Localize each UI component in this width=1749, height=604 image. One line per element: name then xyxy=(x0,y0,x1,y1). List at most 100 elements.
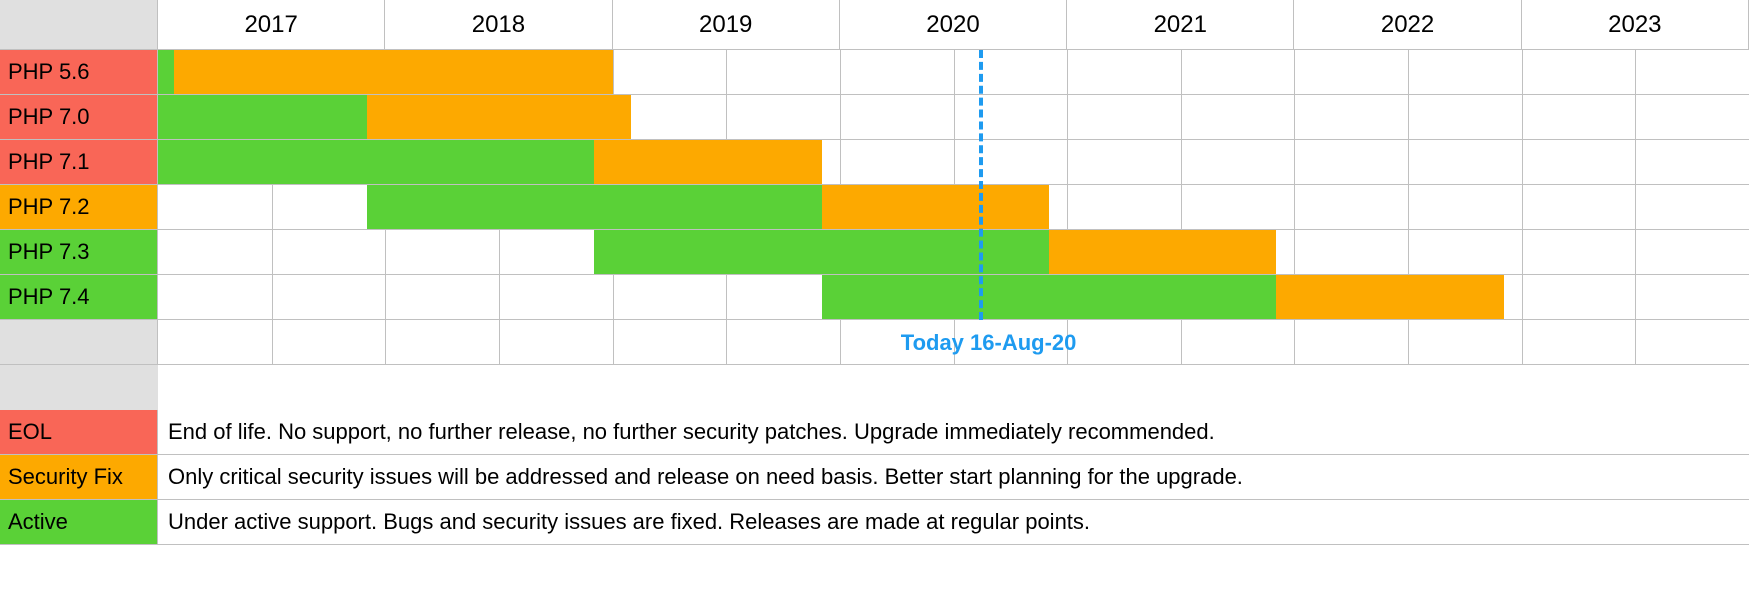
gridline xyxy=(1067,95,1068,139)
bar-segment-active xyxy=(158,95,367,139)
year-header-2019: 2019 xyxy=(613,0,840,49)
gridline xyxy=(1522,140,1523,184)
version-row: PHP 7.3 xyxy=(0,230,1749,275)
gridline xyxy=(1294,185,1295,229)
bar-segment-active xyxy=(822,275,1277,319)
gridline xyxy=(1635,50,1636,94)
bar-segment-security xyxy=(822,185,1049,229)
legend-description: End of life. No support, no further rele… xyxy=(158,410,1749,454)
version-timeline xyxy=(158,185,1749,229)
gridline xyxy=(613,50,614,94)
gridline xyxy=(954,95,955,139)
gridline xyxy=(1408,50,1409,94)
legend-label: Security Fix xyxy=(0,455,158,499)
version-row: PHP 7.4 xyxy=(0,275,1749,320)
today-line xyxy=(979,50,983,320)
gridline xyxy=(1635,95,1636,139)
gridline xyxy=(1067,185,1068,229)
gridline xyxy=(726,50,727,94)
year-header-2018: 2018 xyxy=(385,0,612,49)
gridline xyxy=(726,275,727,319)
bar-segment-active xyxy=(158,140,594,184)
gridline xyxy=(954,140,955,184)
year-header-2017: 2017 xyxy=(158,0,385,49)
year-header-2023: 2023 xyxy=(1522,0,1749,49)
gridline xyxy=(272,275,273,319)
bar-segment-active xyxy=(367,185,822,229)
gridline xyxy=(1635,320,1636,364)
header-label-blank xyxy=(0,0,158,49)
gridline xyxy=(1635,230,1636,274)
gridline xyxy=(1522,185,1523,229)
gridline xyxy=(1408,140,1409,184)
spacer-left xyxy=(0,365,158,410)
bar-segment-security xyxy=(1049,230,1276,274)
today-row-label-blank xyxy=(0,320,158,364)
gridline xyxy=(1635,275,1636,319)
gridline xyxy=(1522,50,1523,94)
version-timeline xyxy=(158,95,1749,139)
version-row: PHP 7.1 xyxy=(0,140,1749,185)
gridline xyxy=(1181,185,1182,229)
gridline xyxy=(1635,140,1636,184)
gridline xyxy=(1181,95,1182,139)
legend-label: EOL xyxy=(0,410,158,454)
version-row: PHP 7.0 xyxy=(0,95,1749,140)
bar-segment-security xyxy=(367,95,631,139)
gridline xyxy=(1522,320,1523,364)
gridline xyxy=(726,95,727,139)
gridline xyxy=(840,50,841,94)
gridline xyxy=(499,320,500,364)
gridline xyxy=(272,320,273,364)
version-timeline xyxy=(158,275,1749,319)
gridline xyxy=(499,275,500,319)
gridline xyxy=(272,185,273,229)
gridline xyxy=(1067,140,1068,184)
gridline xyxy=(1408,230,1409,274)
bar-segment-security xyxy=(174,50,613,94)
gridline xyxy=(1522,275,1523,319)
version-label: PHP 7.1 xyxy=(0,140,158,184)
spacer-row xyxy=(0,365,1749,410)
gridline xyxy=(1067,50,1068,94)
gridline xyxy=(1294,320,1295,364)
gridline xyxy=(385,275,386,319)
gridline xyxy=(1408,95,1409,139)
version-label: PHP 7.2 xyxy=(0,185,158,229)
gridline xyxy=(726,320,727,364)
today-row xyxy=(0,320,1749,365)
gridline xyxy=(1294,95,1295,139)
gridline xyxy=(1408,320,1409,364)
gridline xyxy=(499,230,500,274)
gridline xyxy=(1522,95,1523,139)
gridline xyxy=(613,275,614,319)
version-row: PHP 5.6 xyxy=(0,50,1749,95)
php-support-timeline-chart: 2017201820192020202120222023PHP 5.6PHP 7… xyxy=(0,0,1749,545)
legend-label: Active xyxy=(0,500,158,544)
gridline xyxy=(1522,230,1523,274)
bar-segment-security xyxy=(594,140,821,184)
gridline xyxy=(954,50,955,94)
version-label: PHP 5.6 xyxy=(0,50,158,94)
header-row: 2017201820192020202120222023 xyxy=(0,0,1749,50)
gridline xyxy=(1181,140,1182,184)
gridline xyxy=(613,320,614,364)
gridline xyxy=(385,230,386,274)
gridline xyxy=(272,230,273,274)
bar-segment-security xyxy=(1276,275,1503,319)
version-row: PHP 7.2 xyxy=(0,185,1749,230)
version-timeline xyxy=(158,140,1749,184)
gridline xyxy=(385,320,386,364)
gridline xyxy=(840,320,841,364)
today-label: Today 16-Aug-20 xyxy=(901,330,1077,356)
year-header-2021: 2021 xyxy=(1067,0,1294,49)
gridline xyxy=(1181,320,1182,364)
gridline xyxy=(1181,50,1182,94)
gridline xyxy=(1294,140,1295,184)
year-header-2022: 2022 xyxy=(1294,0,1521,49)
version-label: PHP 7.0 xyxy=(0,95,158,139)
bar-segment-active xyxy=(158,50,174,94)
gridline xyxy=(1294,50,1295,94)
legend-description: Under active support. Bugs and security … xyxy=(158,500,1749,544)
gridline xyxy=(840,95,841,139)
